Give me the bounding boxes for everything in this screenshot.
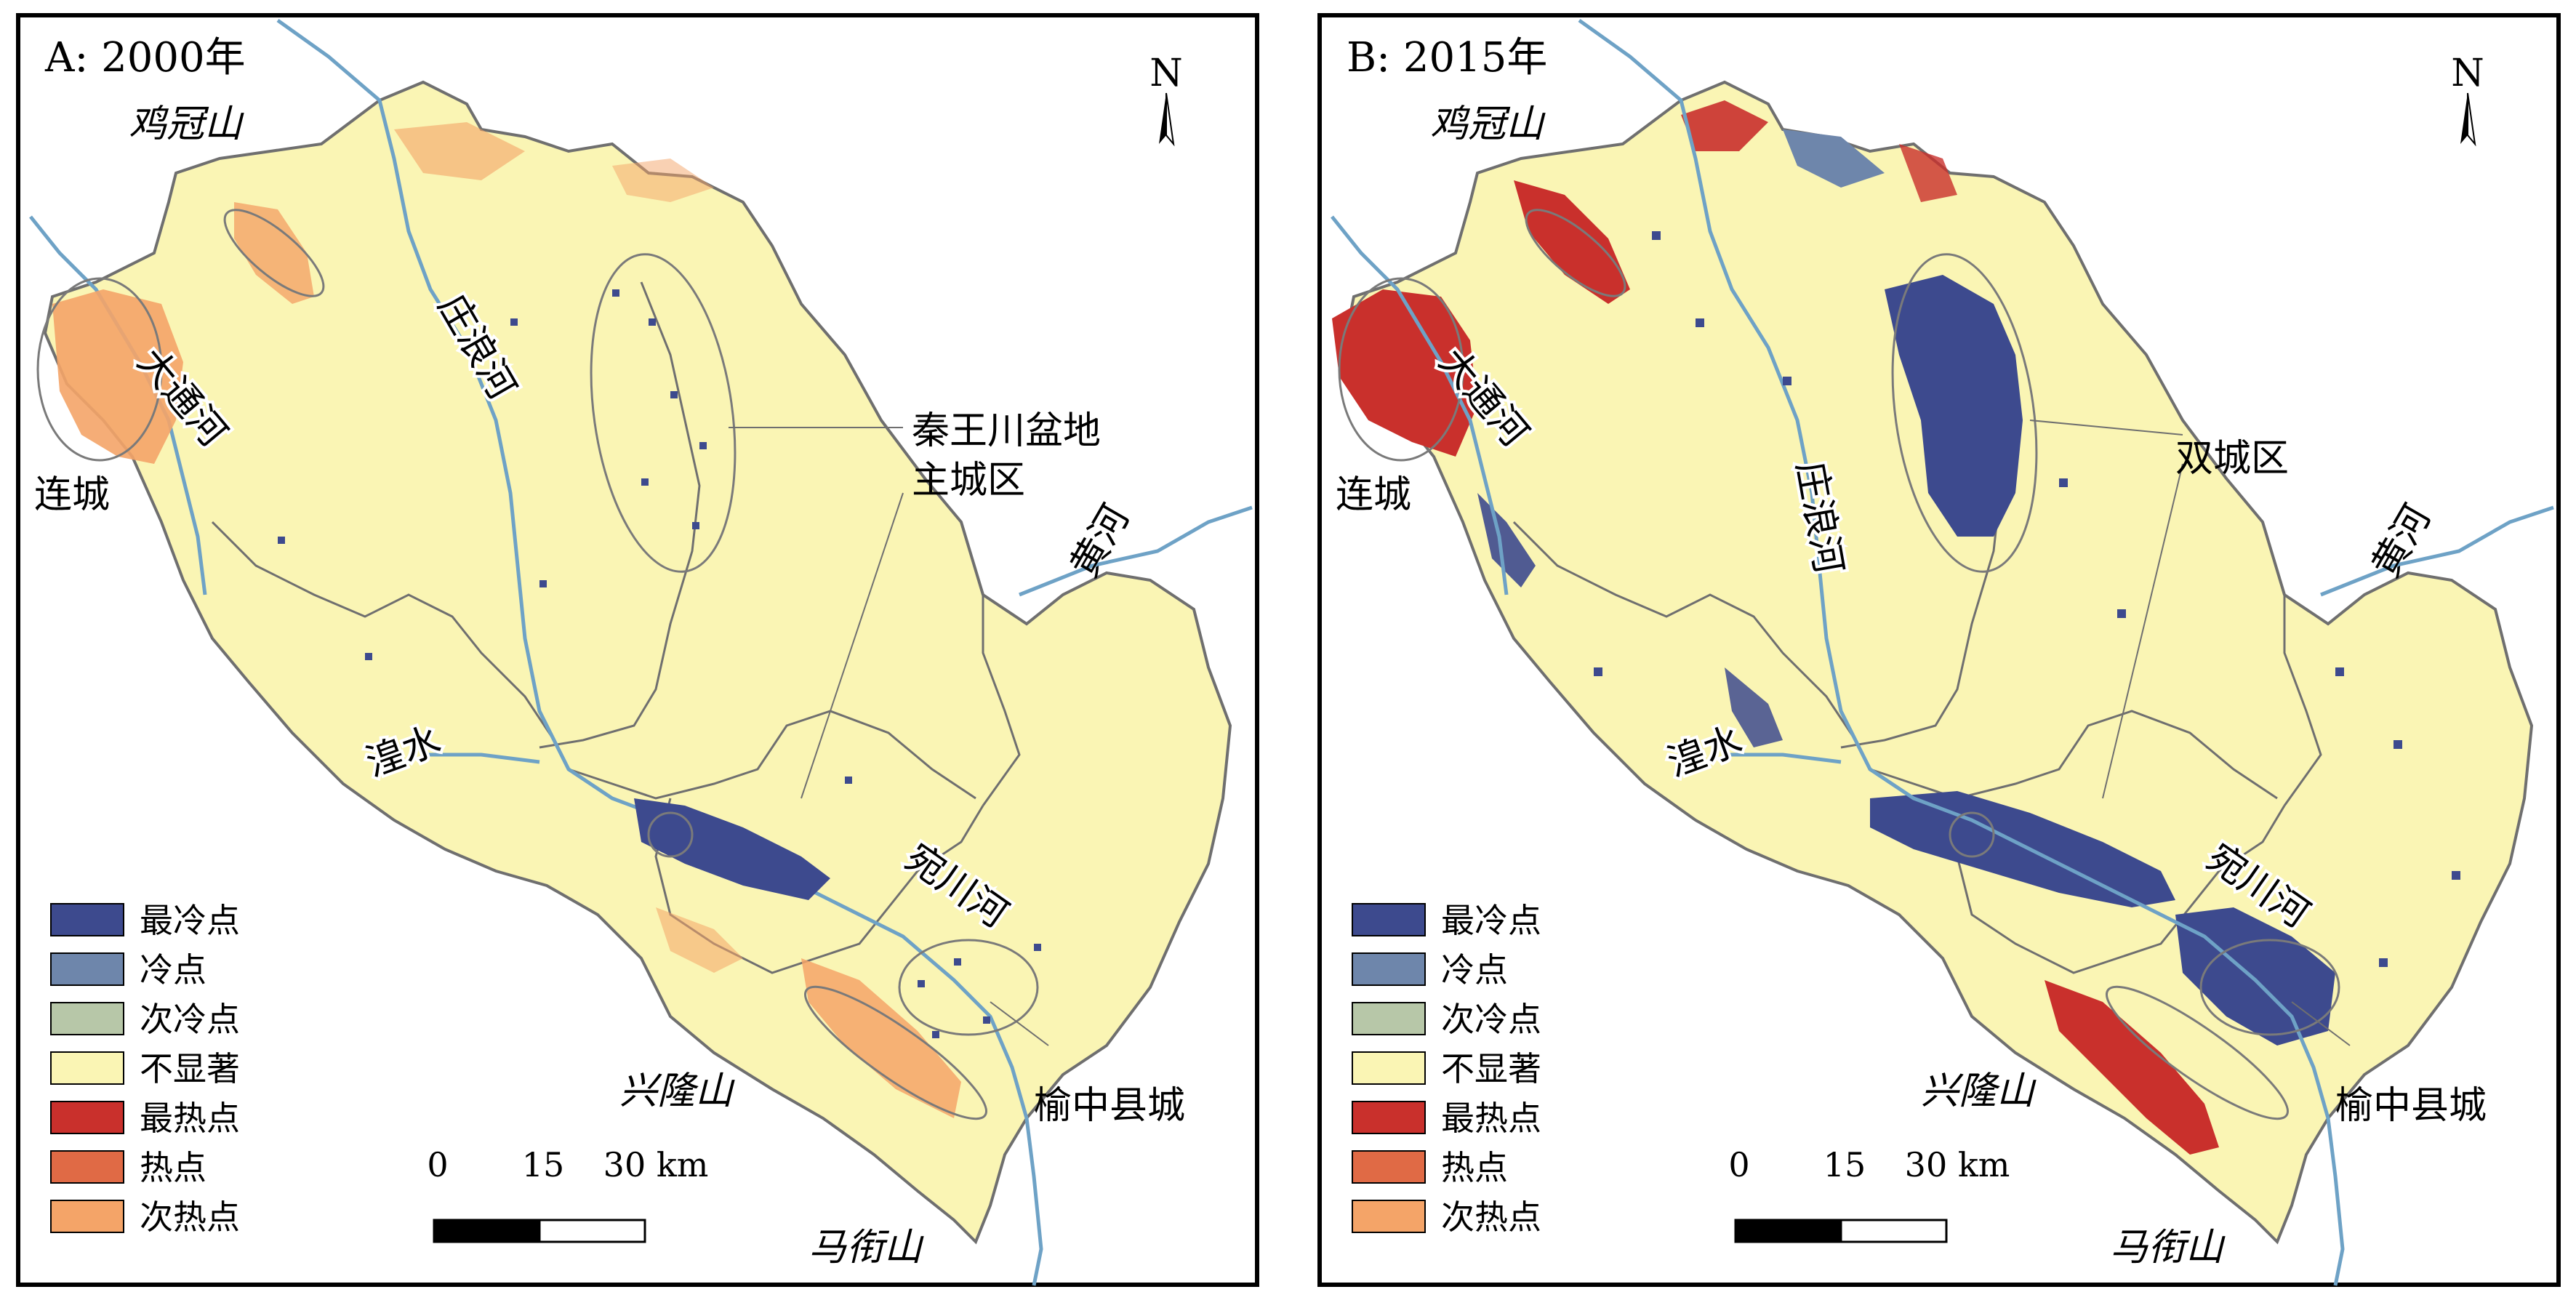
river-huangshui — [423, 753, 540, 764]
highlight-ellipses — [36, 209, 1039, 1120]
legend-label: 次冷点 — [140, 1000, 240, 1039]
highlight-ellipses — [1338, 209, 2340, 1120]
river-zhuanglang — [276, 18, 1043, 1286]
scale-bar: 0 15 30 km — [427, 1145, 709, 1243]
svg-text:N: N — [1149, 52, 1183, 95]
river-huanghe — [1019, 505, 1253, 597]
legend-label: 次冷点 — [1441, 1000, 1541, 1039]
river-huangshui — [1725, 753, 1842, 764]
legend-label: 热点 — [1441, 1148, 1508, 1187]
legend-label: 冷点 — [1441, 950, 1508, 990]
legend-label: 次热点 — [140, 1197, 240, 1237]
legend-label: 最热点 — [1441, 1099, 1541, 1138]
svg-text:N: N — [2451, 52, 2484, 95]
panel-title: B: 2015年 — [1347, 34, 1547, 81]
svg-text:0: 0 — [427, 1145, 448, 1184]
scale-bar: 0 15 30 km — [1728, 1145, 2010, 1243]
label-center-callout-2: 主城区 — [912, 459, 1025, 502]
river-huanghe — [2320, 505, 2554, 597]
cold-dots — [1594, 231, 2460, 967]
label-mashanshan: 马衔山 — [808, 1226, 924, 1269]
legend-label: 最热点 — [140, 1099, 240, 1138]
map-panel-2000: A: 2000年 N 鸡冠山 大通河 连城 庄浪河 秦王川盆地 主城区 黄河 湟… — [16, 13, 1259, 1287]
legend-label: 不显著 — [140, 1049, 240, 1088]
north-arrow: N — [1149, 52, 1183, 147]
panel-title: A: 2000年 — [44, 34, 246, 81]
cold-dots — [278, 289, 1041, 1038]
north-arrow: N — [2451, 52, 2484, 147]
callout-lines — [2029, 420, 2351, 1046]
callout-lines — [729, 427, 1049, 1046]
svg-text:15: 15 — [1823, 1145, 1866, 1184]
legend: 最冷点 冷点 次冷点 不显著 最热点 热点 次热点 — [1352, 901, 1541, 1237]
svg-text:30 km: 30 km — [1905, 1145, 2010, 1184]
river-datong — [1331, 215, 1509, 595]
label-liancheng: 连城 — [1336, 473, 1411, 517]
river-zhuanglang — [1578, 18, 2345, 1286]
svg-text:30 km: 30 km — [603, 1145, 709, 1184]
label-jiguanshan: 鸡冠山 — [129, 103, 244, 146]
label-liancheng: 连城 — [34, 473, 110, 517]
rivers — [1331, 18, 2554, 1286]
label-yuzhong: 榆中县城 — [2335, 1084, 2487, 1128]
cluster-patches — [52, 122, 961, 1118]
map-panel-2015: B: 2015年 N 鸡冠山 大通河 连城 庄浪河 双城区 黄河 湟水 宛川河 … — [1317, 13, 2561, 1287]
legend-label: 热点 — [140, 1148, 206, 1187]
legend: 最冷点 冷点 次冷点 不显著 最热点 热点 次热点 — [50, 901, 240, 1237]
legend-label: 最冷点 — [140, 901, 240, 940]
label-center-callout: 秦王川盆地 — [912, 409, 1101, 453]
label-xinglongshan: 兴隆山 — [619, 1070, 735, 1113]
district-boundaries — [211, 281, 1021, 974]
label-xinglongshan: 兴隆山 — [1921, 1070, 2037, 1113]
legend-label: 不显著 — [1441, 1049, 1541, 1088]
label-mashanshan: 马衔山 — [2110, 1226, 2226, 1269]
label-center-callout: 双城区 — [2175, 437, 2289, 481]
label-yuzhong: 榆中县城 — [1034, 1084, 1185, 1128]
legend-label: 最冷点 — [1441, 901, 1541, 940]
legend-label: 冷点 — [140, 950, 206, 990]
svg-text:15: 15 — [522, 1145, 565, 1184]
legend-label: 次热点 — [1441, 1197, 1541, 1237]
label-jiguanshan: 鸡冠山 — [1430, 103, 1546, 146]
cluster-patches — [1332, 100, 2335, 1155]
svg-text:0: 0 — [1728, 1145, 1749, 1184]
map-2015-svg: B: 2015年 N 鸡冠山 大通河 连城 庄浪河 双城区 黄河 湟水 宛川河 … — [1317, 13, 2561, 1287]
map-2000-svg: A: 2000年 N 鸡冠山 大通河 连城 庄浪河 秦王川盆地 主城区 黄河 湟… — [16, 13, 1259, 1287]
